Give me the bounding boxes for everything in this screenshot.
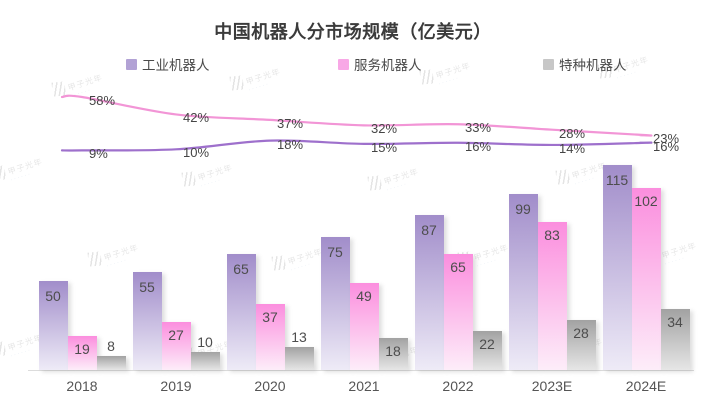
bar-1-2020 bbox=[255, 304, 285, 370]
bar-value-label: 22 bbox=[479, 335, 495, 352]
bar-value-label: 75 bbox=[327, 243, 343, 260]
bar-value-label: 65 bbox=[450, 259, 466, 276]
x-axis-label-2024E: 2024E bbox=[625, 378, 667, 394]
bar-1-2021 bbox=[349, 282, 379, 370]
growth-pct-label: 33% bbox=[465, 120, 492, 136]
bar-value-label: 18 bbox=[385, 342, 401, 359]
bar-value-label: 37 bbox=[262, 309, 278, 326]
bar-value-label: 102 bbox=[634, 193, 658, 210]
bar-value-label: 19 bbox=[74, 341, 90, 358]
bar-1-2019 bbox=[161, 321, 191, 370]
bar-value-label: 49 bbox=[356, 287, 372, 304]
legend-swatch-icon bbox=[543, 58, 554, 70]
bar-value-label: 83 bbox=[544, 227, 560, 244]
growth-pct-label: 16% bbox=[653, 138, 680, 154]
growth-pct-label: 18% bbox=[277, 136, 304, 152]
bar-1-2022 bbox=[443, 254, 473, 370]
bar-0-2021 bbox=[320, 236, 350, 370]
bar-value-label: 65 bbox=[233, 261, 249, 278]
growth-pct-label: 9% bbox=[89, 146, 108, 162]
x-axis-label-2022: 2022 bbox=[442, 378, 474, 394]
bar-value-label: 13 bbox=[291, 328, 307, 345]
growth-pct-label: 37% bbox=[277, 115, 304, 131]
x-axis-label-2023E: 2023E bbox=[531, 378, 573, 394]
bar-0-2019 bbox=[132, 272, 162, 370]
legend-label: 工业机器人 bbox=[142, 58, 210, 73]
growth-pct-label: 32% bbox=[371, 121, 398, 137]
x-axis-label-2021: 2021 bbox=[348, 378, 380, 394]
legend-item-1: 服务机器人 bbox=[338, 54, 422, 74]
legend-label: 服务机器人 bbox=[354, 58, 422, 73]
bar-2-2019 bbox=[190, 352, 220, 370]
growth-pct-label: 10% bbox=[183, 145, 210, 161]
bar-0-2022 bbox=[414, 215, 444, 370]
bar-0-2024E bbox=[602, 165, 632, 370]
bar-value-label: 87 bbox=[421, 222, 437, 239]
legend-swatch-icon bbox=[338, 58, 349, 70]
bar-value-label: 28 bbox=[573, 325, 589, 342]
bar-2-2018 bbox=[96, 355, 126, 370]
bar-value-label: 50 bbox=[45, 288, 61, 304]
bar-1-2018 bbox=[67, 336, 97, 370]
bar-0-2018 bbox=[38, 281, 68, 370]
bar-0-2020 bbox=[226, 254, 256, 370]
bar-2-2021 bbox=[378, 337, 408, 370]
x-axis-label-2018: 2018 bbox=[66, 378, 98, 394]
bar-2-2024E bbox=[660, 309, 690, 370]
growth-pct-label: 28% bbox=[559, 125, 586, 141]
growth-pct-label: 15% bbox=[371, 139, 398, 155]
growth-pct-label: 58% bbox=[89, 93, 116, 108]
bar-value-label: 115 bbox=[605, 172, 629, 189]
bar-1-2023E bbox=[537, 222, 567, 370]
legend: 工业机器人 服务机器人 特种机器人 bbox=[0, 54, 706, 73]
bar-value-label: 8 bbox=[107, 337, 115, 354]
x-axis-line bbox=[28, 370, 694, 371]
legend-item-2: 特种机器人 bbox=[543, 54, 627, 74]
growth-pct-label: 23% bbox=[653, 131, 680, 147]
legend-item-0: 工业机器人 bbox=[126, 54, 210, 74]
bar-2-2020 bbox=[284, 346, 314, 370]
bar-0-2023E bbox=[508, 193, 538, 370]
growth-pct-label: 16% bbox=[465, 138, 492, 154]
bar-value-label: 99 bbox=[515, 200, 531, 217]
bar-value-label: 55 bbox=[139, 279, 155, 296]
x-axis-label-2020: 2020 bbox=[254, 378, 286, 394]
growth-pct-label: 14% bbox=[559, 140, 586, 156]
chart-title: 中国机器人分市场规模（亿美元） bbox=[214, 22, 492, 42]
legend-label: 特种机器人 bbox=[559, 58, 627, 73]
x-axis-label-2019: 2019 bbox=[160, 378, 192, 394]
bar-1-2024E bbox=[631, 188, 661, 370]
bar-value-label: 27 bbox=[168, 326, 184, 343]
growth-pct-label: 42% bbox=[183, 110, 210, 126]
bar-2-2022 bbox=[472, 330, 502, 370]
legend-swatch-icon bbox=[126, 58, 137, 70]
bar-value-label: 34 bbox=[667, 314, 683, 331]
bar-2-2023E bbox=[566, 320, 596, 370]
bar-value-label: 10 bbox=[197, 334, 213, 351]
